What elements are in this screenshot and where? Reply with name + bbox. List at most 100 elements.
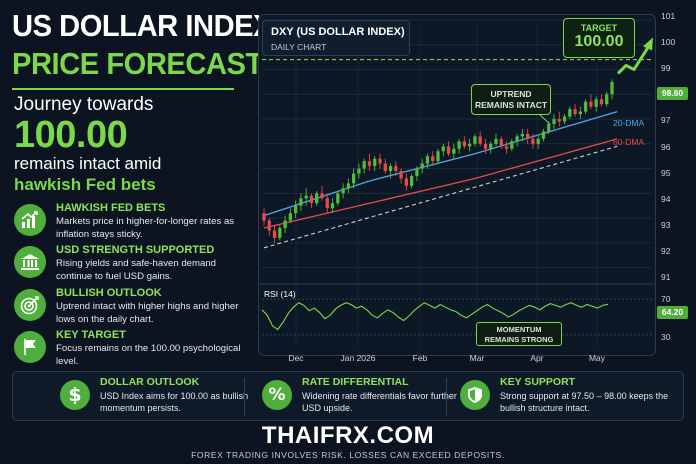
candle-body (610, 81, 614, 95)
dma60-line (263, 138, 618, 229)
dma60-label: 60-DMA (613, 137, 645, 147)
candle-body (473, 136, 477, 144)
bar-chart-up-icon (14, 204, 46, 236)
uptrend-line1: UPTREND (490, 89, 532, 99)
rsi-line (261, 302, 609, 331)
site-logo-text[interactable]: THAIFRX.COM (261, 422, 435, 449)
candle-body (415, 168, 419, 176)
candle-body (362, 161, 366, 169)
flag-icon (14, 331, 46, 363)
y-tick-label: 95 (661, 168, 671, 178)
bottom-info-panel (12, 371, 684, 421)
x-tick-label: May (588, 353, 606, 363)
hawkish-text: hawkish Fed bets (14, 175, 156, 194)
candle-body (446, 146, 451, 154)
candle-body (504, 146, 509, 149)
candle-body (283, 220, 287, 228)
support-trendline (263, 145, 618, 249)
candle-body (573, 109, 577, 115)
x-tick-label: Jan 2026 (340, 353, 376, 363)
candle-body (425, 156, 430, 164)
uptrend-pointer (539, 114, 551, 125)
candle-body (510, 141, 514, 149)
bottom-title: RATE DIFFERENTIAL (302, 376, 409, 388)
candle-body (526, 133, 530, 139)
momentum-line2: REMAINS STRONG (484, 335, 554, 344)
candle-body (410, 176, 414, 186)
chart-title: DXY (US DOLLAR INDEX) (271, 26, 405, 38)
candle-body (594, 99, 598, 107)
candle-body (315, 193, 319, 204)
candle-body (578, 111, 582, 115)
candle-body (436, 151, 440, 162)
candle-body (420, 163, 424, 169)
y-tick-label: 101 (661, 11, 676, 21)
target-icon (14, 289, 46, 321)
candle-body (452, 148, 456, 154)
candle-body (494, 138, 498, 144)
bottom-description: Widening rate differentials favor furthe… (302, 391, 457, 413)
rsi-value-tag: 64.20 (657, 306, 688, 319)
candle-body (394, 166, 398, 172)
candle-body (288, 213, 292, 221)
rsi-title: RSI (14) (264, 289, 296, 299)
journey-text: Journey towards (14, 94, 154, 115)
chart-subtitle: DAILY CHART (271, 42, 327, 52)
candle-body (336, 193, 340, 204)
x-tick-label: Mar (469, 353, 485, 363)
momentum-line1: MOMENTUM (496, 325, 542, 334)
feature-bullish-outlook: BULLISH OUTLOOK Uptrend intact with high… (12, 287, 252, 335)
feature-hawkish-fed: HAWKISH FED BETS Markets price in higher… (12, 202, 252, 250)
candle-body (272, 230, 277, 238)
candle-body (309, 195, 314, 204)
chart-panel (258, 14, 656, 356)
candle-body (562, 116, 567, 122)
candle-body (431, 156, 435, 162)
candle-body (515, 136, 519, 142)
candle-body (399, 171, 403, 179)
candle-body (483, 143, 488, 149)
candle-body (599, 99, 604, 105)
feature-description: Uptrend intact with higher highs and hig… (56, 301, 239, 325)
headline-title: US DOLLAR INDEX (12, 8, 273, 43)
bank-icon (14, 246, 46, 278)
target-value: 100.00 (574, 33, 624, 50)
bottom-description: Strong support at 97.50 – 98.00 keeps th… (500, 391, 669, 413)
candle-body (262, 213, 266, 221)
feature-title: HAWKISH FED BETS (56, 202, 166, 214)
dollar-icon: $ (60, 380, 90, 410)
feature-title: USD STRENGTH SUPPORTED (56, 244, 215, 256)
uptrend-annotation: UPTREND REMAINS INTACT (471, 84, 551, 115)
x-tick-label: Apr (530, 353, 544, 363)
bottom-separator (244, 378, 245, 416)
candle-body (320, 193, 324, 199)
candle-body (568, 109, 572, 117)
target-box: TARGET 100.00 (563, 18, 635, 58)
candle-body (357, 168, 361, 174)
candle-body (489, 143, 493, 149)
candle-body (304, 195, 308, 199)
candle-body (541, 131, 546, 139)
candle-body (557, 119, 561, 122)
bottom-separator (446, 378, 447, 416)
feature-description: Markets price in higher-for-longer rates… (56, 216, 235, 240)
y-tick-label: 91 (661, 272, 671, 282)
x-tick-label: Feb (412, 353, 428, 363)
candle-body (552, 119, 556, 124)
feature-title: KEY TARGET (56, 329, 126, 341)
feature-title: BULLISH OUTLOOK (56, 287, 162, 299)
candle-body (441, 146, 445, 152)
projection-arrowhead (643, 37, 653, 51)
candle-body (462, 141, 466, 147)
y-tick-label: 92 (661, 246, 671, 256)
candle-body (531, 138, 535, 144)
dma20-label: 20-DMA (613, 118, 645, 128)
candle-body (352, 173, 356, 184)
bottom-dollar-outlook: $ DOLLAR OUTLOOK USD Index aims for 100.… (60, 376, 248, 418)
candle-body (346, 183, 350, 189)
rsi-tick-label: 70 (661, 294, 671, 304)
feature-usd-strength: USD STRENGTH SUPPORTED Rising yields and… (12, 244, 252, 292)
candle-body (278, 228, 282, 238)
candle-body (383, 163, 387, 172)
